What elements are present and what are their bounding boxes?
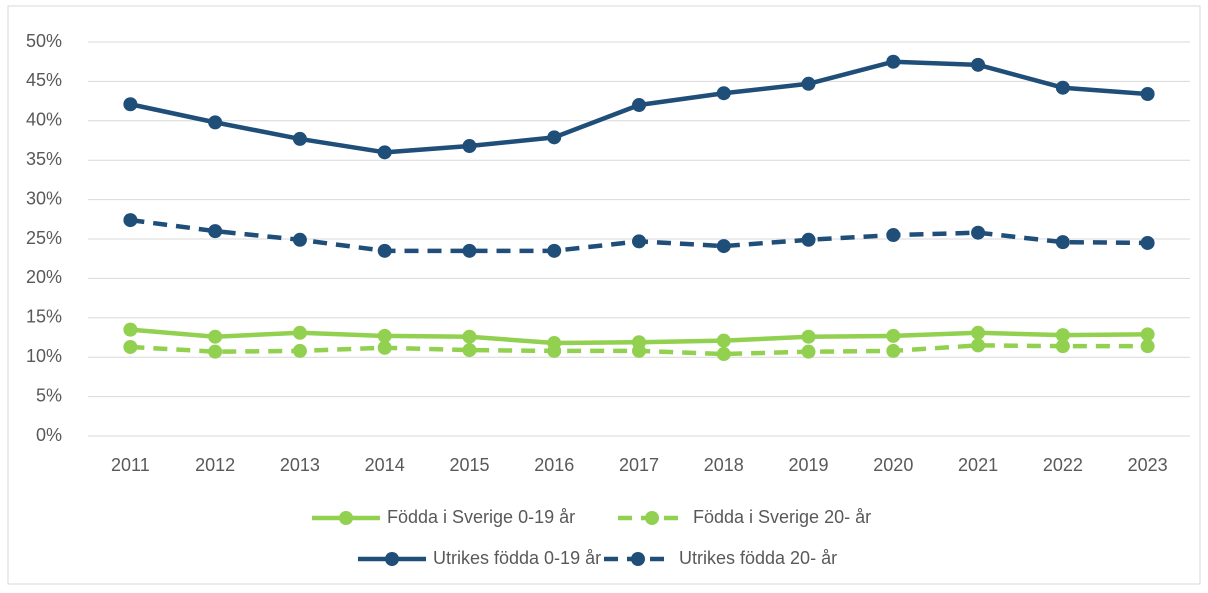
y-tick-label: 30% [26,188,62,208]
point [547,243,562,258]
point [1140,87,1155,102]
x-tick-label: 2016 [534,455,574,475]
point [632,234,646,249]
point [971,225,986,240]
point [801,329,816,344]
y-tick-label: 50% [26,31,62,51]
point [971,338,986,353]
y-tick-label: 0% [36,425,62,445]
y-tick-label: 25% [26,228,62,248]
point [886,228,901,243]
y-tick-label: 15% [26,307,62,327]
x-tick-label: 2017 [619,455,659,475]
point [801,76,816,91]
x-tick-label: 2011 [111,455,150,475]
point [801,344,816,359]
x-tick-label: 2015 [449,455,489,475]
point [377,340,392,355]
point [377,328,392,343]
point [716,86,731,101]
point [547,130,562,145]
x-tick-label: 2014 [365,455,405,475]
legend-label: Utrikes födda 0-19 år [433,548,601,568]
x-tick-label: 2021 [958,455,998,475]
y-tick-label: 20% [26,267,62,287]
point [123,213,138,228]
x-tick-label: 2020 [873,455,913,475]
point [377,243,392,258]
point [462,243,477,258]
point [292,325,307,340]
point [123,322,138,337]
x-tick-label: 2019 [789,455,829,475]
point [886,54,901,69]
point [123,339,138,354]
point [1140,235,1155,250]
y-tick-label: 40% [26,110,62,130]
legend-label: Födda i Sverige 0-19 år [387,507,575,527]
point [208,115,223,130]
point [886,343,901,358]
legend-marker [645,511,659,525]
y-tick-label: 5% [36,385,62,405]
point [377,145,392,160]
point [208,344,223,359]
y-tick-label: 35% [26,149,62,169]
point [123,97,138,112]
x-tick-label: 2023 [1128,455,1168,475]
point [886,328,901,343]
point [1055,328,1070,343]
point [1140,327,1155,342]
chart-border [7,5,1201,585]
legend-marker [631,552,645,566]
legend-marker [339,511,353,525]
point [292,131,307,146]
x-tick-label: 2022 [1043,455,1083,475]
point [971,57,986,72]
point [632,98,646,113]
point [1140,339,1155,354]
point [292,343,307,358]
x-tick-label: 2013 [280,455,320,475]
point [632,343,646,358]
x-tick-label: 2012 [195,455,235,475]
point [462,139,477,154]
legend-label: Födda i Sverige 20- år [693,507,871,527]
point [462,329,477,344]
legend-marker [385,552,399,566]
x-tick-label: 2018 [704,455,744,475]
point [462,343,477,358]
point [716,333,731,348]
y-tick-label: 10% [26,346,62,366]
point [547,343,562,358]
point [208,224,223,239]
legend-label: Utrikes födda 20- år [679,548,837,568]
point [801,232,816,247]
point [208,329,223,344]
y-tick-label: 45% [26,70,62,90]
point [971,325,986,340]
point [292,232,307,247]
point [1055,80,1070,95]
point [716,347,731,362]
point [716,239,731,254]
point [1055,339,1070,354]
point [1055,235,1070,250]
